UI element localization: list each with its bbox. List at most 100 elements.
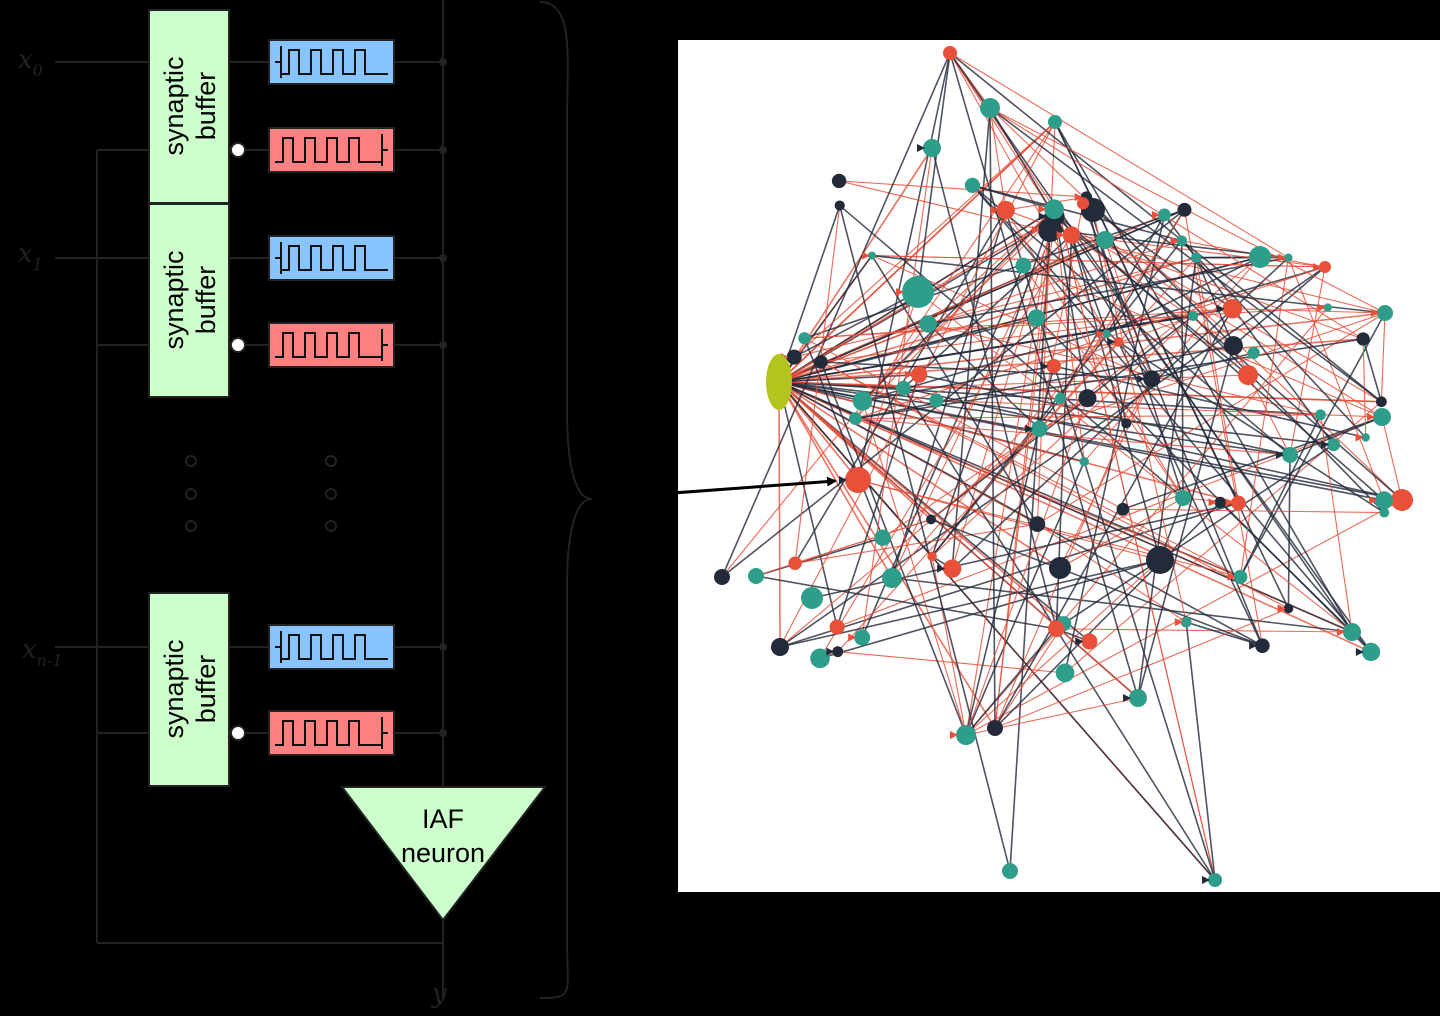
network-edge [804, 308, 1233, 339]
network-node [1315, 409, 1326, 421]
network-edge-arrowhead [1225, 498, 1234, 507]
network-edge [994, 623, 1065, 729]
pulse-generators [268, 39, 447, 756]
network-edge-arrowhead [861, 251, 870, 260]
network-edge-arrowhead [1174, 618, 1183, 627]
network-edge [1117, 341, 1264, 647]
network-edge-arrowhead [1317, 303, 1326, 312]
network-edge [721, 52, 951, 578]
network-edge [839, 180, 1087, 198]
network-node [1143, 370, 1161, 388]
excitatory-connectors [229, 61, 268, 648]
network-node [1102, 329, 1111, 338]
network-edge [1104, 239, 1382, 403]
network-edge [793, 291, 919, 358]
network-edge [1037, 312, 1386, 525]
network-node [771, 638, 789, 656]
network-edge-arrowhead [1249, 641, 1258, 650]
network-node [943, 559, 962, 578]
network-edge [1381, 416, 1403, 501]
inhibitory-pulse-generator [268, 710, 395, 756]
network-edge [855, 418, 1291, 456]
network-edge-arrowhead [904, 370, 913, 379]
network-node [1076, 197, 1090, 210]
network-node [852, 391, 873, 411]
bus-junction-dot [439, 729, 447, 737]
input-sub: n-1 [37, 651, 63, 670]
network-node [1374, 491, 1393, 510]
network-edge [1319, 414, 1353, 633]
input-base: x [18, 45, 33, 75]
buffer-label-line1: synaptic [159, 250, 189, 349]
network-node [1048, 620, 1065, 638]
network-node [1361, 642, 1381, 662]
network-edge [994, 501, 1221, 729]
synaptic-buffer-2: synaptic buffer [148, 592, 230, 787]
network-node [1323, 303, 1332, 312]
network-edge [891, 209, 1007, 579]
network-node [801, 587, 823, 609]
network-node [1081, 633, 1098, 650]
network-edge [949, 52, 1382, 403]
network-node [1116, 502, 1130, 516]
input-sub: 0 [33, 61, 43, 80]
network-node [1157, 208, 1171, 222]
network-edge [755, 575, 1057, 630]
network-edge [721, 209, 1185, 578]
network-edge [778, 381, 781, 648]
network-node [874, 529, 891, 546]
network-node [1190, 252, 1202, 263]
network-edge [861, 147, 933, 638]
network-edge [1059, 216, 1385, 501]
network-node [1031, 420, 1048, 437]
network-edge-arrowhead [1075, 637, 1084, 646]
network-edge-arrowhead [1151, 210, 1160, 219]
network-edge-arrowhead [1025, 424, 1034, 433]
network-edge [855, 208, 1055, 419]
network-edge [1180, 240, 1184, 499]
network-node [1176, 235, 1188, 247]
network-edge [778, 381, 863, 402]
network-edge [1082, 203, 1264, 646]
svg-text:x0: x0 [18, 45, 43, 80]
input-wires [55, 61, 148, 648]
network-node [867, 251, 876, 260]
network-node [798, 332, 811, 345]
feedback-bus [96, 149, 443, 944]
network-edge-arrowhead [1170, 236, 1179, 245]
network-edge [1219, 501, 1353, 633]
network-edge [989, 107, 1382, 403]
network-edge [951, 107, 991, 569]
network-edge-arrowhead [1276, 451, 1284, 459]
network-edge [820, 361, 967, 736]
continuation-dots [185, 455, 337, 532]
network-node [1078, 389, 1097, 408]
network-edge [1195, 257, 1235, 346]
network-edge-arrowhead [1202, 876, 1210, 884]
network-edge [972, 184, 1055, 211]
network-edge [1059, 209, 1185, 399]
network-edge [836, 374, 920, 628]
network-edge-arrowhead [1056, 231, 1065, 240]
network-edge-arrowhead [826, 647, 835, 656]
bus-junction-dot [439, 146, 447, 154]
buffer-label-line2: buffer [191, 72, 221, 141]
network-edge [755, 518, 932, 577]
iaf-neuron: IAF neuron [339, 786, 548, 922]
network-edge [857, 479, 1161, 561]
network-edge [1059, 378, 1153, 569]
network-node [829, 619, 845, 635]
network-edge [1185, 622, 1216, 881]
network-edge [931, 208, 1055, 557]
network-node [1015, 257, 1032, 274]
network-node [1062, 226, 1081, 244]
network-edge-arrowhead [1208, 498, 1217, 507]
input-label-x0: x0 [18, 45, 43, 80]
network-node [1238, 365, 1258, 385]
network-edge [1056, 628, 1353, 633]
network-edge-arrowhead [1371, 309, 1379, 317]
network-edge [1059, 497, 1184, 569]
network-edge [1053, 315, 1194, 367]
network-node [987, 720, 1003, 736]
network-node [1327, 438, 1341, 452]
